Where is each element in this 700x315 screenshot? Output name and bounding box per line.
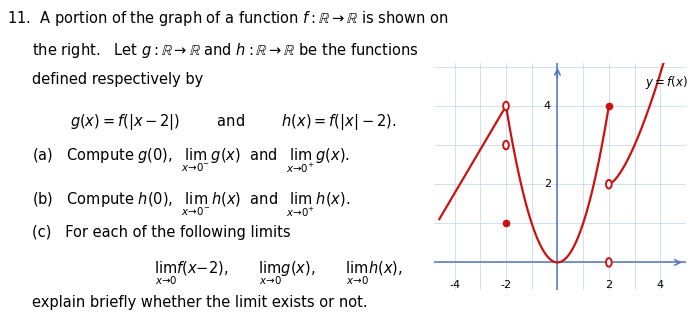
Text: -4: -4	[449, 280, 460, 290]
Circle shape	[503, 102, 509, 110]
Text: $g(x) = f(|x-2|)$        and        $h(x) = f(|x|-2).$: $g(x) = f(|x-2|)$ and $h(x) = f(|x|-2).$	[70, 112, 396, 132]
Circle shape	[606, 180, 612, 188]
Text: defined respectively by: defined respectively by	[32, 72, 203, 88]
Text: 2: 2	[544, 179, 551, 189]
Text: $y = f(x)$: $y = f(x)$	[645, 74, 688, 91]
Text: the right.   Let $g:\mathbb{R}\to\mathbb{R}$ and $h:\mathbb{R}\to\mathbb{R}$ be : the right. Let $g:\mathbb{R}\to\mathbb{R…	[32, 41, 419, 60]
Text: explain briefly whether the limit exists or not.: explain briefly whether the limit exists…	[32, 295, 367, 310]
Text: (b)   Compute $h(0)$,  $\lim_{x\to 0^-} h(x)$  and  $\lim_{x\to 0^+} h(x)$.: (b) Compute $h(0)$, $\lim_{x\to 0^-} h(x…	[32, 191, 350, 219]
Circle shape	[606, 258, 612, 267]
Text: 2: 2	[606, 280, 612, 290]
Text: (c)   For each of the following limits: (c) For each of the following limits	[32, 225, 290, 240]
Circle shape	[503, 141, 509, 149]
Text: (a)   Compute $g(0)$,  $\lim_{x\to 0^-} g(x)$  and  $\lim_{x\to 0^+} g(x)$.: (a) Compute $g(0)$, $\lim_{x\to 0^-} g(x…	[32, 146, 349, 175]
Text: 11.  A portion of the graph of a function $f:\mathbb{R}\to\mathbb{R}$ is shown o: 11. A portion of the graph of a function…	[7, 9, 448, 28]
Text: $\lim_{x\to 0} f(x-2),$      $\lim_{x\to 0} g(x),$      $\lim_{x\to 0} h(x),$: $\lim_{x\to 0} f(x-2),$ $\lim_{x\to 0} g…	[154, 260, 402, 287]
Text: 4: 4	[657, 280, 664, 290]
Text: 4: 4	[544, 101, 551, 111]
Text: -2: -2	[500, 280, 512, 290]
